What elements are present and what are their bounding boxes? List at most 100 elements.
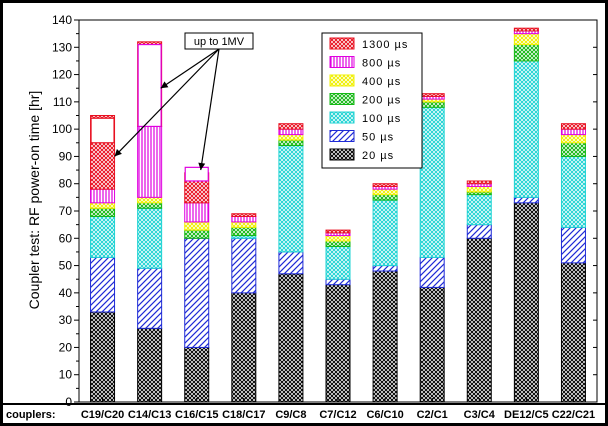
legend-swatch xyxy=(329,74,355,87)
bar-segment xyxy=(419,286,445,403)
bar-segment xyxy=(90,256,116,313)
bar-segment xyxy=(137,267,163,329)
bar-segment xyxy=(419,93,445,97)
bar-segment xyxy=(231,237,257,294)
bar-segment xyxy=(325,229,351,234)
bar-segment xyxy=(278,134,304,141)
legend-label: 1300 µs xyxy=(362,39,408,51)
y-tick-label: 30 xyxy=(59,313,73,327)
bar-segment xyxy=(231,221,257,228)
bar-segment xyxy=(231,226,257,237)
legend-label: 50 µs xyxy=(362,132,394,144)
x-tick-label: C19/C20 xyxy=(81,409,124,421)
y-tick-label: 50 xyxy=(59,259,73,273)
bar-segment xyxy=(513,60,539,198)
x-tick-label: C22/C21 xyxy=(552,409,595,421)
bar-segment xyxy=(325,284,351,403)
bar-segment xyxy=(137,207,163,269)
bar-segment xyxy=(419,106,445,258)
x-tick-label: DE12/C5 xyxy=(504,409,549,421)
bar-segment xyxy=(560,226,586,264)
legend: 1300 µs 800 µs 400 µs 200 µs 100 µs 50 µs 20 µ… xyxy=(321,32,423,169)
annotation-arrowhead xyxy=(160,81,169,89)
y-tick-label: 20 xyxy=(59,340,73,354)
legend-swatch xyxy=(329,56,355,68)
category-strip xyxy=(3,405,605,423)
bar-segment xyxy=(90,188,116,204)
bar-segment xyxy=(325,245,351,280)
y-tick-label: 140 xyxy=(52,13,72,27)
legend-label: 800 µs xyxy=(362,58,401,70)
y-tick-label: 120 xyxy=(52,68,72,82)
x-tick-label: C6/C10 xyxy=(366,409,403,421)
y-tick-label: 0 xyxy=(65,395,72,409)
bar-segment xyxy=(419,101,445,108)
y-tick-label: 70 xyxy=(59,204,73,218)
bar-segment xyxy=(466,194,492,226)
annotation-arrowhead xyxy=(198,162,206,171)
legend-label: 400 µs xyxy=(362,76,401,88)
extended-segment xyxy=(137,43,162,128)
y-axis-label: Coupler test: RF power-on time [hr] xyxy=(26,91,42,310)
y-tick-label: 80 xyxy=(59,177,73,191)
bar-segment xyxy=(560,262,586,403)
y-axis: 0 10 20 30 40 50 60 70 80 90 100 110 120 130 140 xyxy=(52,13,597,409)
bar-segment xyxy=(513,27,539,32)
bar-segment xyxy=(90,215,116,258)
bar-segment xyxy=(466,237,492,403)
x-tick-label: C9/C8 xyxy=(275,409,306,421)
bar-segment xyxy=(90,311,116,403)
bar-segment xyxy=(560,134,586,144)
bar-segment xyxy=(184,229,210,239)
legend-swatch xyxy=(329,111,355,124)
bar-segment xyxy=(325,278,351,286)
y-tick-label: 40 xyxy=(59,286,73,300)
extended-segment xyxy=(90,117,115,144)
bar-segment xyxy=(231,292,257,403)
x-tick-label: C2/C1 xyxy=(417,409,448,421)
y-tick-label: 100 xyxy=(52,122,72,136)
bar-segment xyxy=(372,199,398,267)
bar-segment xyxy=(278,123,304,130)
legend-swatch xyxy=(329,93,355,105)
legend-swatch xyxy=(329,148,355,161)
bar-segment xyxy=(184,202,210,223)
bar-segment xyxy=(513,33,539,46)
bar-segment xyxy=(231,213,257,217)
bar-segment xyxy=(137,125,163,198)
annotation-arrow xyxy=(114,48,220,157)
bar-segment xyxy=(90,202,116,209)
bar-segment xyxy=(278,139,304,147)
bar-segment xyxy=(231,215,257,223)
bar-segment xyxy=(513,44,539,62)
bar-segment xyxy=(372,194,398,201)
bar-segment xyxy=(560,128,586,136)
y-tick-label: 60 xyxy=(59,231,73,245)
annotation-arrow xyxy=(200,48,220,171)
bar-segment xyxy=(325,240,351,247)
y-tick-label: 90 xyxy=(59,149,73,163)
annotation-arrow xyxy=(160,48,220,89)
bar-segment xyxy=(466,224,492,239)
bar-segment xyxy=(278,251,304,275)
bar-segment xyxy=(372,183,398,187)
bar-segment xyxy=(560,155,586,228)
bar-segment xyxy=(466,185,492,193)
bar-segment xyxy=(278,273,304,403)
x-axis-prefix: couplers: xyxy=(6,409,56,421)
bar-segment xyxy=(278,145,304,253)
bar-segment xyxy=(560,123,586,130)
bar-segment xyxy=(372,188,398,196)
legend-swatch xyxy=(329,130,355,142)
annotation-arrowhead xyxy=(114,148,122,157)
extended-segment xyxy=(184,166,209,182)
bar-segment xyxy=(419,256,445,288)
x-axis: C19/C20 C14/C13 C16/C15 C18/C17 C9/C8 C7/C12 C… xyxy=(81,398,595,421)
bar-segment xyxy=(372,270,398,403)
bar-segment xyxy=(137,327,163,403)
bar-segment xyxy=(137,196,163,204)
y-tick-label: 110 xyxy=(53,95,72,109)
x-tick-label: C3/C4 xyxy=(464,409,496,421)
